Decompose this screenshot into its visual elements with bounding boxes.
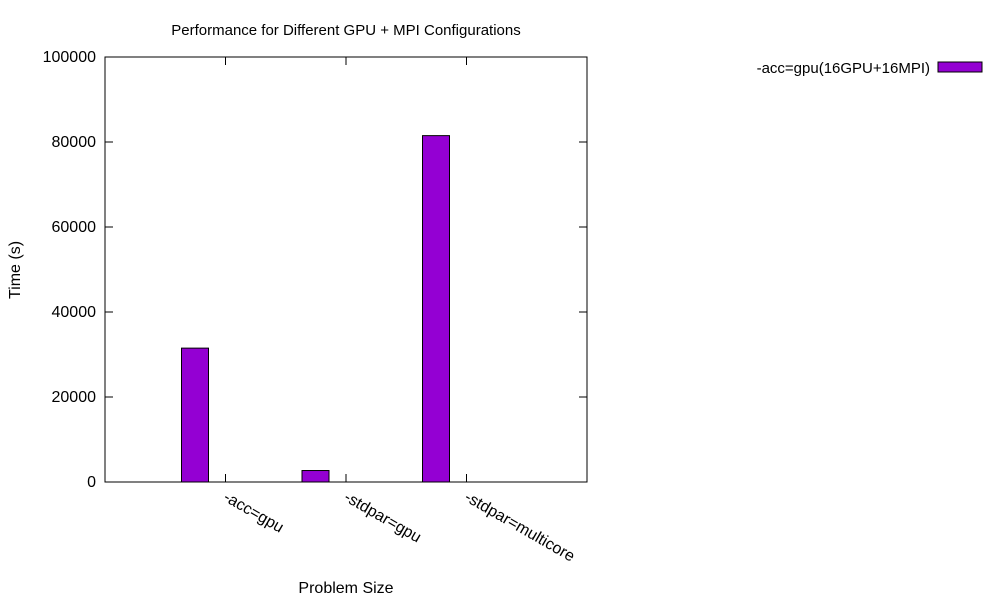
- y-axis-title: Time (s): [7, 241, 24, 299]
- y-tick-label: 80000: [52, 134, 97, 151]
- legend-label: -acc=gpu(16GPU+16MPI): [757, 60, 930, 77]
- x-tick-label: -stdpar=gpu: [341, 489, 424, 547]
- legend: -acc=gpu(16GPU+16MPI): [757, 60, 983, 77]
- bar: [301, 470, 330, 483]
- x-tick-label: -stdpar=multicore: [462, 489, 578, 566]
- legend-swatch: [937, 61, 983, 73]
- y-tick-label: 60000: [52, 219, 97, 236]
- bar: [422, 135, 450, 483]
- y-tick-label: 40000: [52, 304, 97, 321]
- axis-ticks: 0 20000 40000 60000 80000 100000: [43, 49, 587, 491]
- x-tick-label: -acc=gpu: [221, 489, 287, 537]
- x-axis-title: Problem Size: [298, 580, 393, 597]
- y-tick-label: 0: [87, 474, 96, 491]
- bars: [181, 135, 450, 483]
- bar: [181, 347, 209, 483]
- plot-area-frame: [104, 56, 588, 483]
- x-tick-labels: -acc=gpu -stdpar=gpu -stdpar=multicore: [221, 489, 578, 566]
- y-tick-label: 20000: [52, 389, 97, 406]
- chart-title: Performance for Different GPU + MPI Conf…: [171, 22, 520, 39]
- y-tick-label: 100000: [43, 49, 96, 66]
